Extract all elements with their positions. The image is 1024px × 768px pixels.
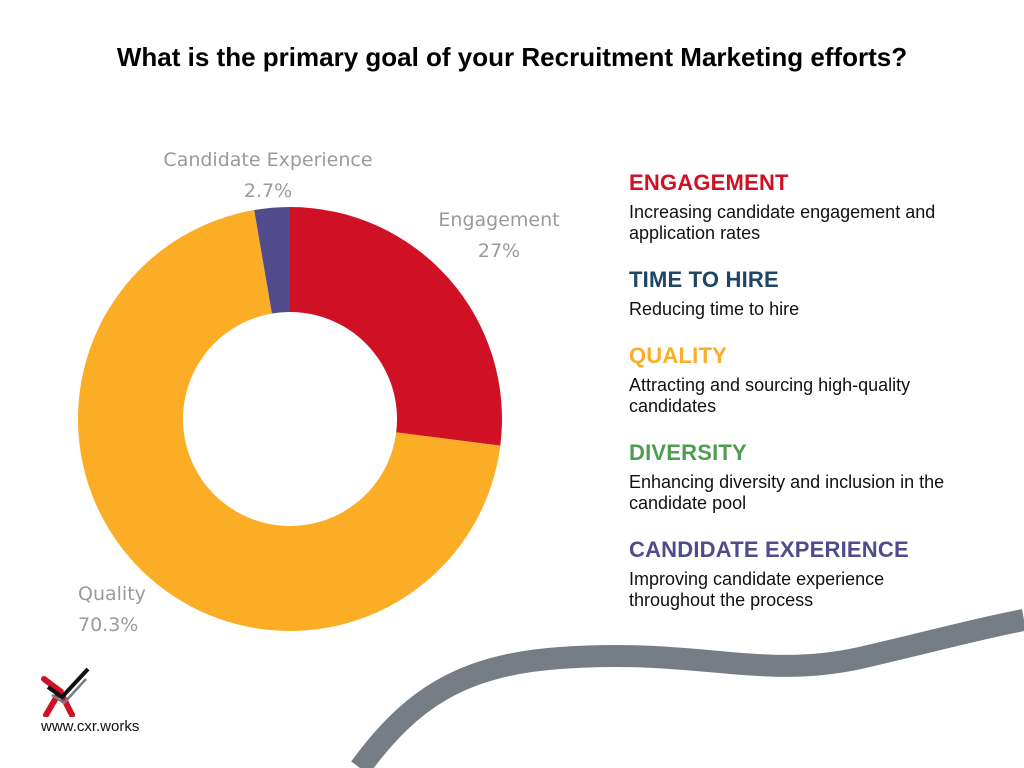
slice-label-value: 2.7% [244, 180, 292, 202]
legend-item-engagement: ENGAGEMENT Increasing candidate engagemen… [629, 170, 959, 244]
slice-label-name: Engagement [438, 209, 559, 231]
chart-title: What is the primary goal of your Recruit… [116, 42, 908, 72]
legend-description: Reducing time to hire [629, 299, 800, 319]
website-url: www.cxr.works [41, 718, 140, 735]
slice-label-value: 70.3% [78, 614, 138, 636]
legend-description: Improving candidate experience throughou… [629, 569, 885, 610]
slice-candidate-experience [254, 207, 290, 314]
legend-heading: CANDIDATE EXPERIENCE [629, 537, 909, 562]
cxr-x-check-logo-icon [41, 667, 90, 717]
legend: ENGAGEMENT Increasing candidate engagemen… [629, 170, 959, 634]
donut-slices [77, 207, 502, 632]
slice-quality [77, 210, 501, 632]
slice-labels: Engagement 27% Quality 70.3% Candidate Exper… [78, 149, 560, 636]
legend-heading: QUALITY [629, 343, 727, 368]
slice-label-name: Quality [78, 583, 146, 605]
slice-engagement [290, 207, 502, 446]
legend-description: Increasing candidate engagement and appl… [629, 202, 936, 243]
legend-heading: DIVERSITY [629, 440, 747, 465]
legend-item-quality: QUALITY Attracting and sourcing high-qual… [629, 343, 959, 417]
legend-item-candidate-experience: CANDIDATE EXPERIENCE Improving candidate … [629, 537, 959, 611]
legend-heading: ENGAGEMENT [629, 170, 789, 195]
legend-item-time-to-hire: TIME TO HIRE Reducing time to hire [629, 267, 959, 320]
legend-description: Attracting and sourcing high-quality can… [629, 375, 911, 416]
legend-heading: TIME TO HIRE [629, 267, 779, 292]
slice-label-value: 27% [478, 240, 520, 262]
legend-item-diversity: DIVERSITY Enhancing diversity and inclusi… [629, 440, 959, 514]
legend-description: Enhancing diversity and inclusion in the… [629, 472, 945, 513]
slice-label-name: Candidate Experience [163, 149, 372, 171]
